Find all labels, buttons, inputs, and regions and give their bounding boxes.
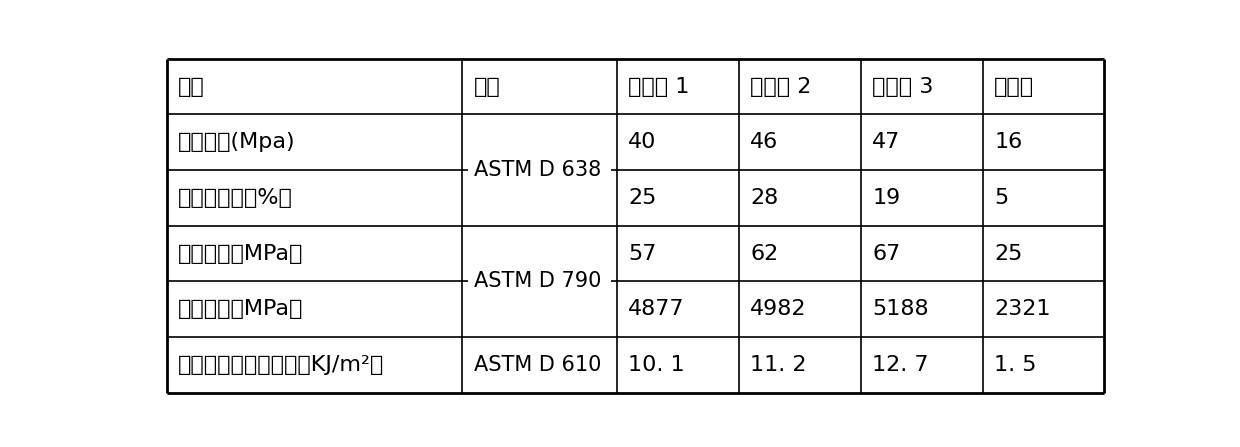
- Text: 57: 57: [629, 244, 657, 264]
- Text: 47: 47: [872, 132, 900, 152]
- Text: ASTM D 610: ASTM D 610: [474, 355, 601, 375]
- Text: 12. 7: 12. 7: [872, 355, 929, 375]
- Text: 实施例 3: 实施例 3: [872, 76, 934, 97]
- Text: 标准: 标准: [474, 76, 500, 97]
- Text: 62: 62: [750, 244, 779, 264]
- Text: 4877: 4877: [629, 299, 684, 319]
- Text: 2321: 2321: [994, 299, 1050, 319]
- Text: 简支梁缺口冲击强度（KJ/m²）: 简支梁缺口冲击强度（KJ/m²）: [179, 355, 384, 375]
- Text: 弯曲强度（MPa）: 弯曲强度（MPa）: [179, 244, 304, 264]
- Text: 5: 5: [994, 188, 1008, 208]
- Text: 28: 28: [750, 188, 779, 208]
- Text: 对比例: 对比例: [994, 76, 1034, 97]
- Text: 断裂伸长率（%）: 断裂伸长率（%）: [179, 188, 293, 208]
- Text: ASTM D 638: ASTM D 638: [474, 160, 600, 180]
- Bar: [467, 165, 611, 174]
- Text: 性能: 性能: [179, 76, 205, 97]
- Text: 1. 5: 1. 5: [994, 355, 1037, 375]
- Text: 25: 25: [994, 244, 1023, 264]
- Text: 实施例 1: 实施例 1: [629, 76, 689, 97]
- Text: ASTM D 790: ASTM D 790: [474, 271, 601, 291]
- Text: 实施例 2: 实施例 2: [750, 76, 811, 97]
- Text: 46: 46: [750, 132, 779, 152]
- Text: 拉伸强度(Mpa): 拉伸强度(Mpa): [179, 132, 295, 152]
- Text: 25: 25: [629, 188, 657, 208]
- Text: 19: 19: [872, 188, 900, 208]
- Bar: [467, 277, 611, 286]
- Text: 40: 40: [629, 132, 657, 152]
- Text: 16: 16: [994, 132, 1022, 152]
- Text: 4982: 4982: [750, 299, 807, 319]
- Text: 弯曲模量（MPa）: 弯曲模量（MPa）: [179, 299, 304, 319]
- Text: 11. 2: 11. 2: [750, 355, 807, 375]
- Text: 10. 1: 10. 1: [629, 355, 684, 375]
- Text: 67: 67: [872, 244, 900, 264]
- Text: 5188: 5188: [872, 299, 929, 319]
